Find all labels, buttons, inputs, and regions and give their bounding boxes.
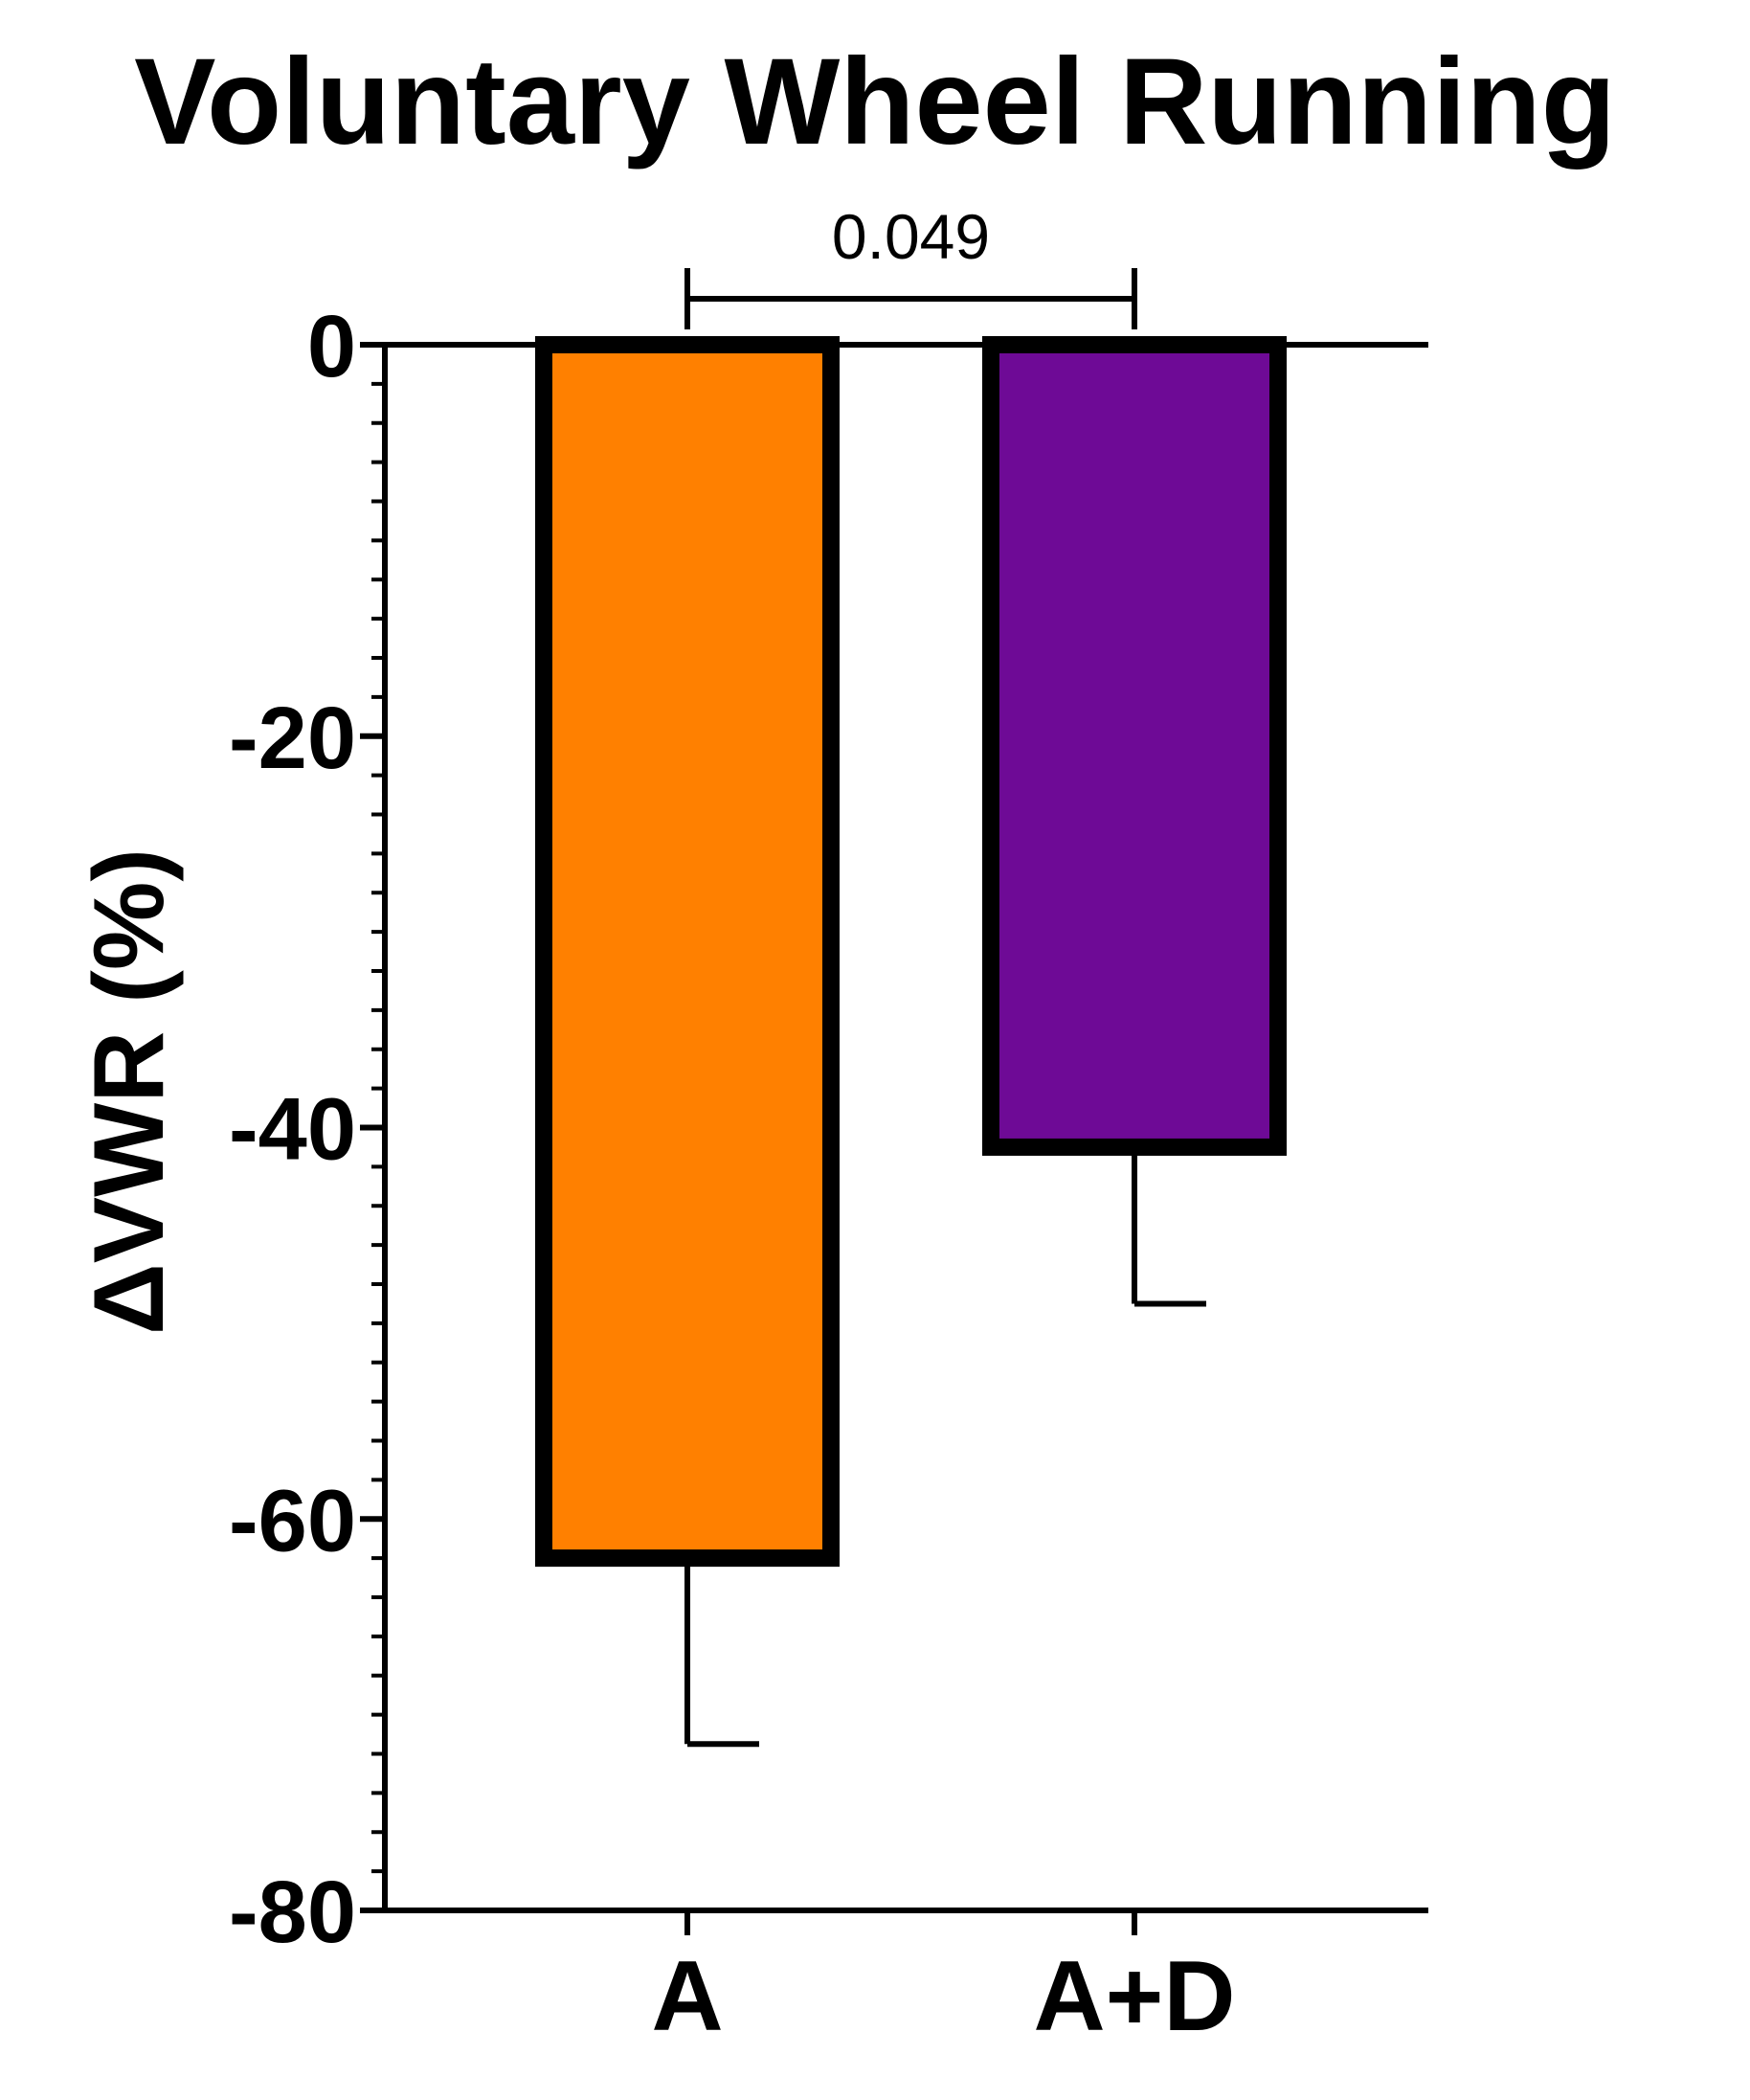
bar-a	[535, 336, 840, 1568]
plot-area: 0 -20 -40 -60 -80 A A+D 0.049	[229, 201, 1428, 2052]
x-tick-label: A	[651, 1941, 723, 2052]
y-tick-label: -80	[229, 1863, 356, 1961]
chart-title: Voluntary Wheel Running	[134, 34, 1616, 170]
y-tick-label: -40	[229, 1081, 356, 1179]
p-value-label: 0.049	[832, 201, 990, 272]
y-tick-label: -60	[229, 1472, 356, 1569]
bar-a-d	[982, 336, 1287, 1156]
x-tick-label: A+D	[1034, 1941, 1236, 2052]
y-axis-label: ΔVWR (%)	[74, 848, 185, 1335]
y-tick-label: 0	[307, 298, 356, 395]
y-tick-label: -20	[229, 689, 356, 787]
